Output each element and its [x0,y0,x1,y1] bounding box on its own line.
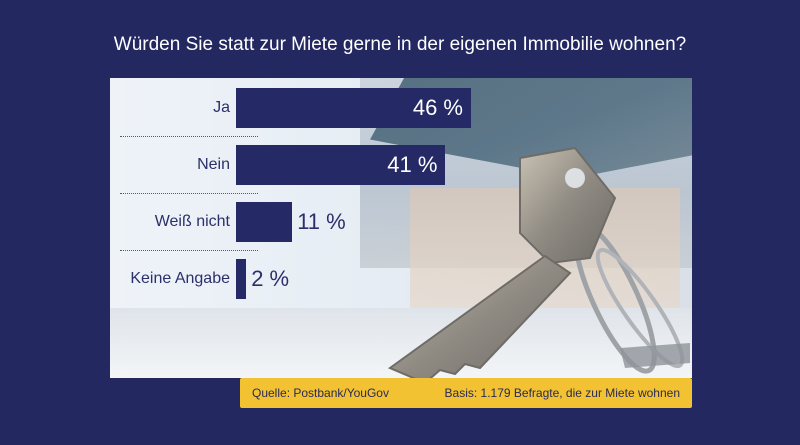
bar [236,88,471,128]
bar [236,259,247,299]
source-text: Quelle: Postbank/YouGov [252,386,389,400]
bar-chart: Ja 46 % Nein 41 % Weiß nicht 11 % Keine Angabe… [110,78,692,378]
footer-bar: Quelle: Postbank/YouGov Basis: 1.179 Bef… [240,378,692,408]
row-separator [120,250,258,251]
bar [236,145,446,185]
category-label: Keine Angabe [130,270,230,287]
keys-icon [387,146,690,378]
row-separator [120,193,258,194]
chart-title: Würden Sie statt zur Miete gerne in der … [113,34,687,55]
basis-text: Basis: 1.179 Befragte, die zur Miete woh… [444,386,680,400]
value-label: 11 % [297,209,346,234]
category-label: Weiß nicht [154,213,230,230]
value-label: 41 % [387,152,438,177]
row-separator [120,136,258,137]
category-label: Nein [197,156,230,173]
value-label: 2 % [251,266,290,291]
category-label: Ja [213,99,230,116]
chart-panel: Ja 46 % Nein 41 % Weiß nicht 11 % Keine Angabe… [110,78,692,378]
value-label: 46 % [412,95,463,120]
bar [236,202,293,242]
